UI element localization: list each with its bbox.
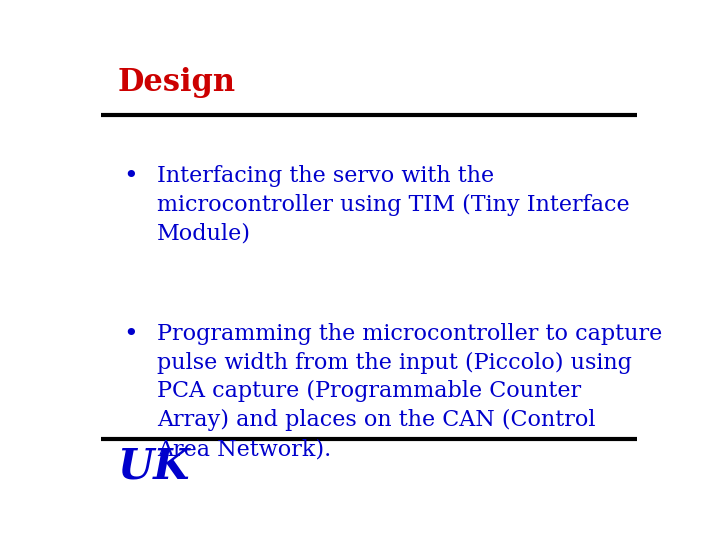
Text: •: • [124, 322, 138, 346]
Text: Design: Design [118, 67, 236, 98]
Text: •: • [124, 165, 138, 187]
Text: UK: UK [118, 446, 190, 487]
Text: Programming the microcontroller to capture
pulse width from the input (Piccolo) : Programming the microcontroller to captu… [157, 322, 662, 460]
Text: Interfacing the servo with the
microcontroller using TIM (Tiny Interface
Module): Interfacing the servo with the microcont… [157, 165, 629, 244]
